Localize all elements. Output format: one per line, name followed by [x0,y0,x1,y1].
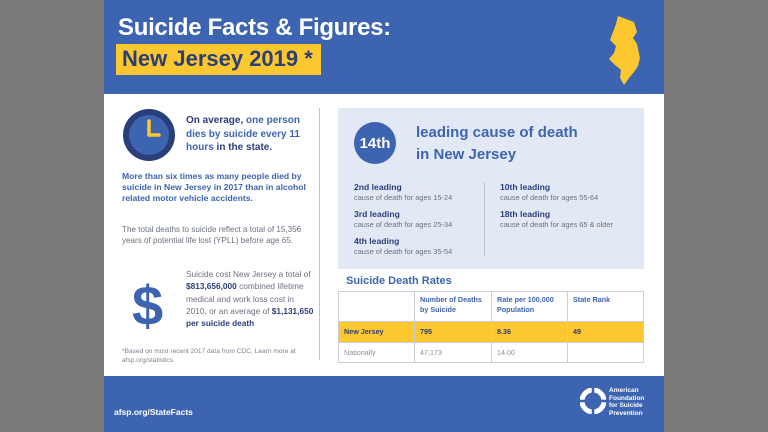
rank-badge: 14th [354,122,396,164]
rank-description: leading cause of death in New Jersey [416,124,578,163]
table-header-cell [338,291,415,322]
footer-banner: afsp.org/StateFacts American Foundation … [104,376,664,432]
header-banner: Suicide Facts & Figures: New Jersey 2019… [104,0,664,94]
table-header-cell: Number of Deaths by Suicide [414,291,492,322]
cause-item: 3rd leading cause of death for ages 25-3… [354,209,453,229]
table-cell [567,342,644,363]
average-death-frequency: On average, one person dies by suicide e… [186,115,300,153]
table-row: New Jersey 795 8.36 49 [338,321,644,343]
table-header-cell: Rate per 100,000 Population [491,291,568,322]
table-row: Nationally 47,173 14.00 [338,342,644,363]
footer-url-link[interactable]: afsp.org/StateFacts [114,407,193,417]
fact-sheet-card: Suicide Facts & Figures: New Jersey 2019… [104,0,664,432]
table-cell: 47,173 [414,342,492,363]
dollar-sign-icon: $ [132,274,164,337]
afsp-org-name: American Foundation for Suicide Preventi… [609,387,645,417]
table-cell: 795 [414,321,492,343]
ypll-fact: The total deaths to suicide reflect a to… [122,225,302,246]
page-title: Suicide Facts & Figures: [118,14,391,41]
alcohol-comparison-fact: More than six times as many people died … [122,171,306,204]
table-cell: Nationally [338,342,415,363]
table-cell: 8.36 [491,321,568,343]
cause-item: 4th leading cause of death for ages 35-5… [354,236,453,256]
panel-divider [484,182,485,256]
table-cell: New Jersey [338,321,415,343]
afsp-lifesaver-icon [580,388,606,414]
suicide-cost-fact: Suicide cost New Jersey a total of $813,… [186,269,314,329]
data-source-footnote: *Based on most recent 2017 data from CDC… [122,348,296,364]
suicide-death-rates-table: Number of Deaths by Suicide Rate per 100… [338,291,644,363]
leading-cause-panel: 14th leading cause of death in New Jerse… [338,108,644,269]
cause-item: 10th leading cause of death for ages 55-… [500,182,599,202]
table-header-row: Number of Deaths by Suicide Rate per 100… [338,291,644,322]
column-divider [319,108,320,360]
rates-section-title: Suicide Death Rates [346,275,452,287]
table-cell: 14.00 [491,342,568,363]
cause-item: 2nd leading cause of death for ages 15-2… [354,182,453,202]
cause-item: 18th leading cause of death for ages 65 … [500,209,613,229]
table-header-cell: State Rank [567,291,644,322]
clock-icon [123,109,175,161]
page-subtitle: New Jersey 2019 * [116,44,321,75]
table-cell: 49 [567,321,644,343]
new-jersey-map-icon [609,16,640,85]
